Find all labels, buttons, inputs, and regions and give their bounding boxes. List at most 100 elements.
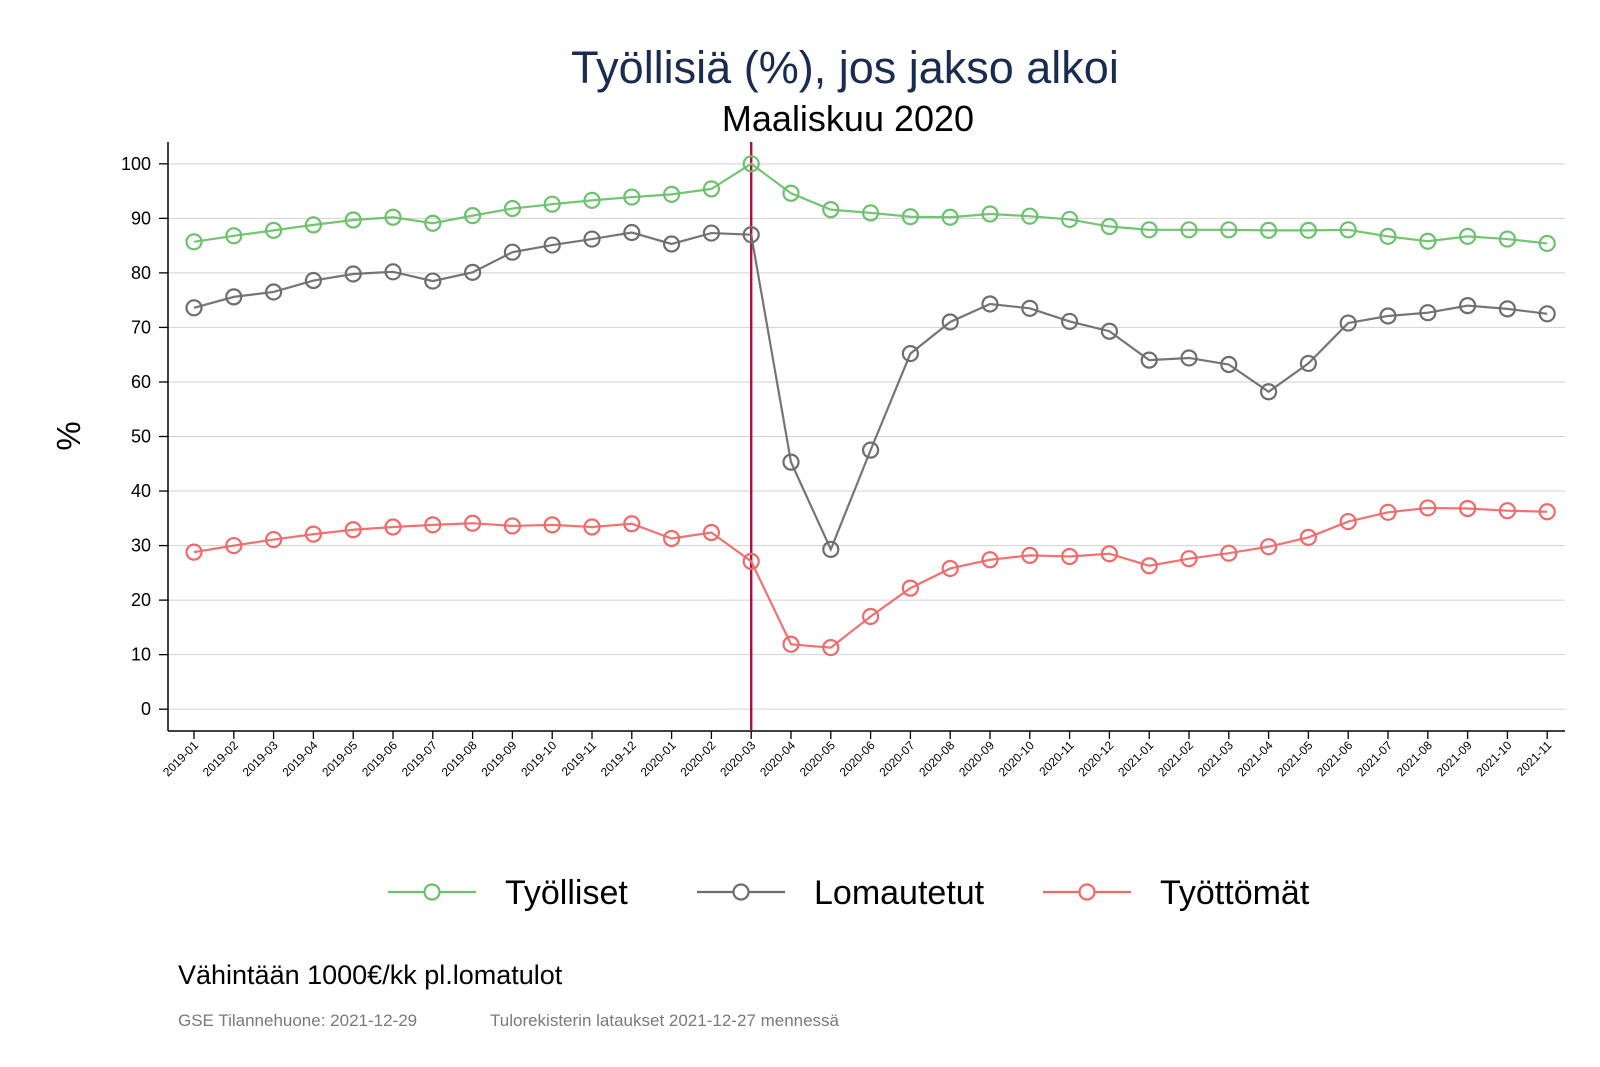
data-point-lomautetut <box>702 224 721 242</box>
series-layer <box>185 142 1556 731</box>
y-tick-label: 70 <box>131 317 151 337</box>
data-point-ty-lliset <box>304 216 322 234</box>
legend: Työlliset Lomautetut Työttömät <box>388 874 1310 912</box>
legend-label-lomautetut: Lomautetut <box>814 874 985 912</box>
x-tick-label: 2020-05 <box>797 738 838 779</box>
legend-marker-ty-tt-m-t <box>1078 883 1096 901</box>
data-point-lomautetut <box>1538 305 1556 323</box>
x-tick-label: 2021-01 <box>1115 738 1156 779</box>
data-point-ty-lliset <box>1538 234 1556 253</box>
y-tick-label: 30 <box>131 536 151 556</box>
data-point-ty-lliset <box>265 221 283 239</box>
data-point-lomautetut <box>543 236 561 254</box>
data-point-lomautetut <box>503 243 522 261</box>
y-tick-label: 80 <box>131 263 151 283</box>
data-point-lomautetut <box>384 263 402 281</box>
data-point-ty-lliset <box>424 214 442 232</box>
data-point-ty-tt-m-t <box>225 536 243 555</box>
x-tick-label: 2020-12 <box>1075 738 1116 779</box>
data-point-lomautetut <box>225 288 243 306</box>
x-tick-label: 2019-12 <box>598 738 639 779</box>
series-line-lomautetut <box>193 231 1548 553</box>
data-point-ty-lliset <box>702 180 721 198</box>
chart-title: Työllisiä (%), jos jakso alkoi <box>571 42 1119 93</box>
y-tick-label: 20 <box>131 590 151 610</box>
data-point-ty-tt-m-t <box>782 635 800 653</box>
data-point-lomautetut <box>583 230 601 248</box>
x-tick-label: 2021-08 <box>1394 738 1435 779</box>
data-point-lomautetut <box>1379 307 1397 325</box>
data-point-lomautetut <box>1259 383 1278 401</box>
data-point-lomautetut <box>623 223 641 242</box>
x-tick-label: 2019-09 <box>478 738 519 779</box>
data-point-ty-tt-m-t <box>464 514 482 532</box>
data-point-ty-lliset <box>1021 207 1039 225</box>
data-point-ty-lliset <box>503 199 522 218</box>
data-point-lomautetut <box>1140 351 1158 369</box>
data-point-ty-tt-m-t <box>384 518 402 536</box>
data-point-lomautetut <box>1458 297 1477 315</box>
legend-marker-ty-lliset <box>423 883 441 901</box>
y-axis-label: % <box>50 421 87 450</box>
data-point-lomautetut <box>304 271 322 290</box>
x-tick-label: 2021-07 <box>1354 738 1395 779</box>
x-tick-label: 2021-05 <box>1274 738 1315 779</box>
y-tick-label: 100 <box>121 154 151 174</box>
x-tick-label: 2019-05 <box>319 738 360 779</box>
data-point-ty-lliset <box>1339 221 1357 239</box>
data-point-ty-tt-m-t <box>1538 503 1556 521</box>
x-tick-label: 2019-04 <box>279 738 320 779</box>
data-point-ty-tt-m-t <box>1021 546 1039 564</box>
x-tick-label: 2021-11 <box>1514 738 1555 779</box>
data-point-lomautetut <box>1498 300 1517 318</box>
legend-label-ty-lliset: Työlliset <box>505 874 628 912</box>
data-point-lomautetut <box>1419 304 1437 322</box>
x-tick-label: 2021-02 <box>1155 738 1196 779</box>
data-point-ty-tt-m-t <box>503 517 522 535</box>
data-point-ty-tt-m-t <box>1458 499 1477 518</box>
data-point-ty-lliset <box>1220 221 1238 239</box>
data-point-ty-lliset <box>901 208 920 226</box>
x-tick-label: 2021-09 <box>1434 738 1475 779</box>
data-point-lomautetut <box>344 265 362 283</box>
chart-subtitle: Maaliskuu 2020 <box>722 98 974 139</box>
data-point-lomautetut <box>901 345 920 363</box>
x-tick-label: 2021-04 <box>1235 738 1276 779</box>
data-point-ty-lliset <box>1140 221 1158 239</box>
data-point-ty-lliset <box>981 205 999 223</box>
data-point-ty-tt-m-t <box>185 543 203 561</box>
series-line-ty-lliset <box>193 162 1548 245</box>
data-point-lomautetut <box>1060 312 1079 331</box>
x-tick-label: 2020-02 <box>677 738 718 779</box>
chart-note: Vähintään 1000€/kk pl.lomatulot <box>178 960 563 990</box>
x-tick-label: 2020-07 <box>876 738 917 779</box>
data-point-ty-tt-m-t <box>1379 503 1397 521</box>
data-point-lomautetut <box>185 299 203 317</box>
legend-marker-lomautetut <box>732 883 750 901</box>
x-tick-label: 2019-02 <box>200 738 241 779</box>
data-point-lomautetut <box>1180 349 1198 367</box>
data-point-ty-tt-m-t <box>344 521 362 539</box>
data-point-lomautetut <box>464 263 482 281</box>
data-point-ty-lliset <box>384 208 402 226</box>
data-point-lomautetut <box>662 235 681 253</box>
data-point-ty-lliset <box>1498 230 1517 248</box>
data-point-ty-tt-m-t <box>662 529 681 548</box>
data-point-lomautetut <box>265 283 283 301</box>
data-point-ty-tt-m-t <box>822 638 840 657</box>
y-tick-label: 40 <box>131 481 151 501</box>
data-point-ty-lliset <box>1100 217 1119 236</box>
data-point-lomautetut <box>1220 355 1238 374</box>
data-point-ty-lliset <box>623 188 641 206</box>
x-tick-label: 2019-03 <box>240 738 281 779</box>
y-tick-label: 50 <box>131 427 151 447</box>
series-line-ty-tt-m-t <box>193 506 1548 649</box>
data-point-lomautetut <box>1100 322 1119 340</box>
data-point-lomautetut <box>822 540 840 558</box>
data-point-lomautetut <box>861 441 880 459</box>
legend-label-ty-tt-m-t: Työttömät <box>1160 874 1310 912</box>
data-point-lomautetut <box>742 226 760 244</box>
data-point-ty-lliset <box>822 201 840 219</box>
data-point-ty-lliset <box>941 208 959 226</box>
data-point-ty-lliset <box>1180 221 1198 239</box>
